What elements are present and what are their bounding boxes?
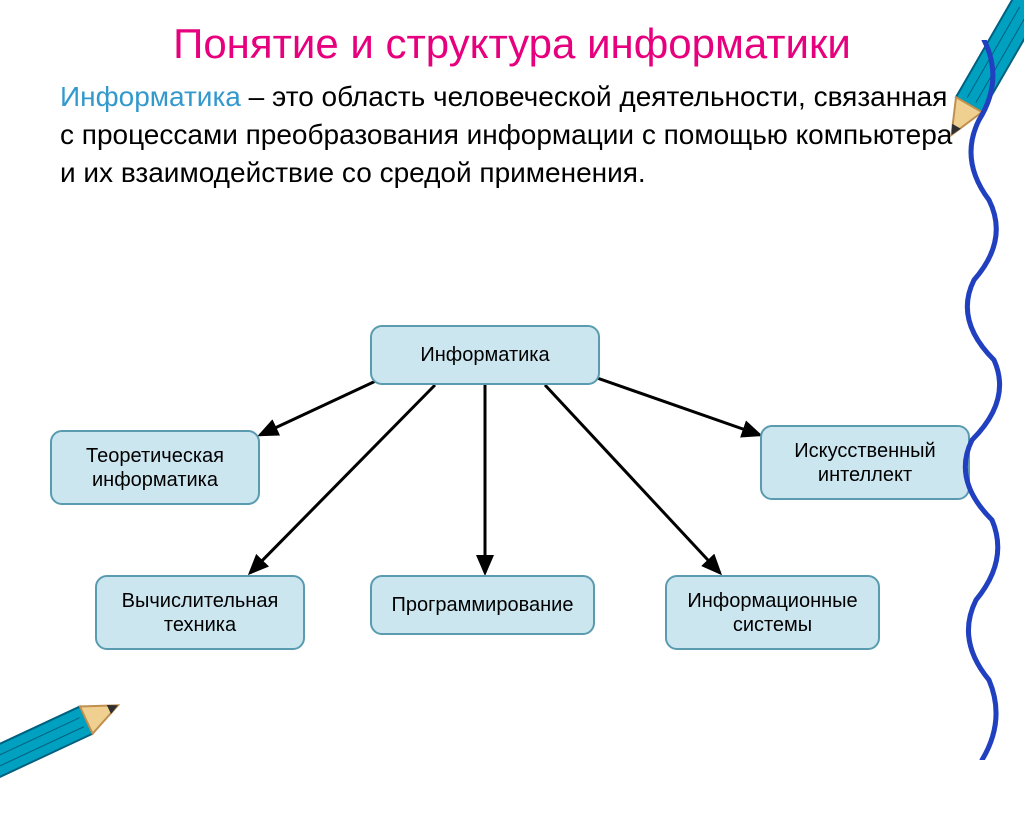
diagram-edge (545, 385, 720, 573)
page-title: Понятие и структура информатики (0, 0, 1024, 68)
diagram-node-n3: Вычислительная техника (95, 575, 305, 650)
wavy-decoration (954, 40, 1014, 760)
diagram-node-root: Информатика (370, 325, 600, 385)
diagram-node-n1: Теоретическая информатика (50, 430, 260, 505)
diagram-node-n2: Искусственный интеллект (760, 425, 970, 500)
diagram-node-n5: Информационные системы (665, 575, 880, 650)
structure-diagram: Информатика Теоретическая информатика Иску… (0, 310, 1024, 740)
diagram-edge (250, 385, 435, 573)
diagram-node-n4: Программирование (370, 575, 595, 635)
definition-term: Информатика (60, 81, 241, 112)
definition-text: Информатика – это область человеческой д… (0, 68, 1024, 191)
